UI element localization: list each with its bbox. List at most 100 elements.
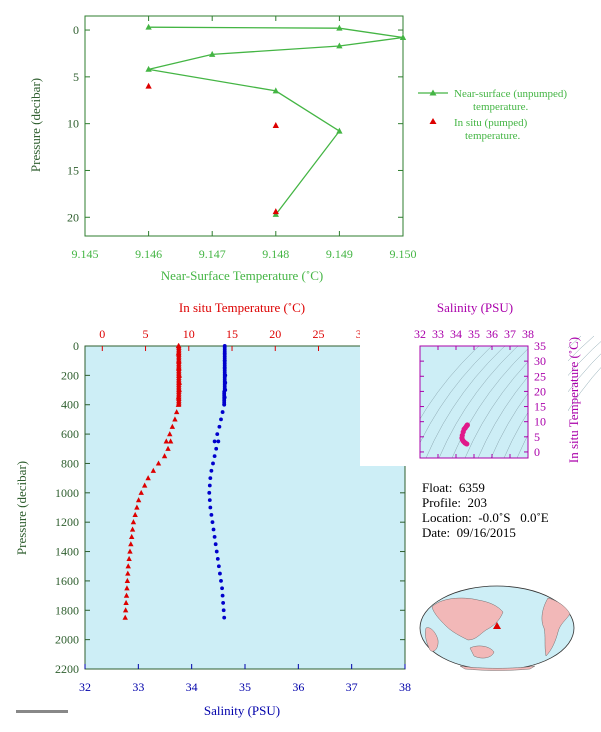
temperature-point [165,445,171,451]
temperature-point [126,555,132,561]
ts-y-tick-label: 20 [534,384,546,398]
salinity-profile [207,344,228,620]
temperature-point [172,416,178,422]
salinity-point [207,498,212,503]
salinity-point [210,520,215,525]
float-label: Float: [422,480,453,495]
temperature-point [176,372,182,378]
temperature-point [124,577,131,584]
salinity-point [220,410,225,414]
salinity-point [207,490,212,495]
temperature-point [134,504,140,510]
temperature-point [175,401,182,407]
ts-density-contour [438,335,530,459]
near-surface-x-tick-label: 9.145 [72,247,99,261]
near-surface-x-tick-label: 9.146 [135,247,162,261]
legend-label-near-surface: Near-surface (unpumped) [454,88,567,100]
salinity-point [223,373,228,378]
salinity-tick-label: 37 [346,680,358,694]
temperature-point [129,533,135,539]
profile-y-tick-label: 0 [73,339,79,353]
salinity-point [216,564,221,569]
profile-bottom-axis-label: Salinity (PSU) [204,703,280,718]
map-land-australia [469,645,495,659]
near-surface-y-tick-label: 10 [67,117,79,131]
salinity-point [211,527,216,532]
profile-y-tick-label: 200 [61,368,79,382]
salinity-point [214,446,219,451]
temperature-point [167,431,173,437]
temperature-point [175,350,182,356]
temperature-point [122,607,129,613]
location-label: Location: [422,510,472,525]
near-surface-point [209,50,216,57]
ts-x-axis-label: Salinity (PSU) [437,300,513,315]
near-surface-series [145,23,407,217]
near-surface-point [272,87,279,94]
salinity-point [222,344,227,348]
temperature-point [129,526,136,532]
ts-x-tick-label: 34 [450,327,462,341]
ts-y-tick-label: 5 [534,430,540,444]
map-land-americas [541,597,571,657]
salinity-point [208,505,213,510]
temperature-point [163,438,169,444]
ts-point [464,441,470,447]
legend-label-in-situ: In situ (pumped) [454,117,528,129]
near-surface-point [336,42,343,49]
temperature-tick-label: 10 [183,327,195,341]
temperature-point [167,438,174,444]
salinity-point [211,461,215,466]
temperature-point [175,343,182,349]
ts-x-tick-label: 35 [468,327,480,341]
float-value: 6359 [458,480,485,495]
temperature-point [161,453,168,459]
profile-y-tick-label: 2000 [55,633,79,647]
near-surface-x-tick-label: 9.149 [326,247,353,261]
near-surface-y-axis-label: Pressure (decibar) [28,78,43,172]
map-land-antarctica [459,665,536,671]
legend-marker-in-situ [429,118,437,124]
temperature-point [176,379,182,385]
salinity-point [212,454,217,459]
salinity-point [217,424,222,429]
ts-points [459,422,470,447]
salinity-point [221,608,226,613]
world-map [419,585,575,671]
profile-y-tick-label: 400 [61,398,79,412]
ts-y-tick-label: 0 [534,445,540,459]
temperature-point [125,570,131,576]
profile-y-axis-label: Pressure (decibar) [14,461,29,555]
salinity-tick-label: 34 [186,680,198,694]
temperature-point [127,548,133,554]
salinity-point [218,571,222,576]
salinity-point [215,556,220,561]
float-info: Float: 6359 Profile: 203 Location: -0.0˚… [422,480,549,540]
location-row: Location: -0.0˚S 0.0˚E [422,510,549,525]
temperature-point [123,592,130,598]
profile-y-tick-label: 2200 [55,662,79,676]
date-label: Date: [422,525,451,540]
near-surface-point [336,127,343,134]
near-surface-y-tick-label: 0 [73,23,79,37]
map-land-asia [431,597,504,641]
temperature-point [125,563,131,569]
in-situ-point [145,82,152,89]
temperature-point [155,460,162,466]
profile-y-tick-label: 1800 [55,603,79,617]
temperature-point [145,475,151,481]
profile-y-tick-label: 600 [61,427,79,441]
profile-chart: 0200400600800100012001400160018002000220… [14,300,411,718]
ts-x-tick-label: 32 [414,327,426,341]
ts-y-tick-label: 15 [534,400,546,414]
ts-mask-top [360,306,540,346]
salinity-point [212,439,217,444]
profile-y-tick-label: 1000 [55,486,79,500]
ts-x-tick-label: 36 [486,327,498,341]
temperature-point [173,409,180,415]
temperature-tick-label: 5 [143,327,149,341]
salinity-point [215,432,220,436]
salinity-tick-label: 38 [399,680,411,694]
ts-x-ticks: 32 33 34 35 36 37 38 [414,327,534,458]
